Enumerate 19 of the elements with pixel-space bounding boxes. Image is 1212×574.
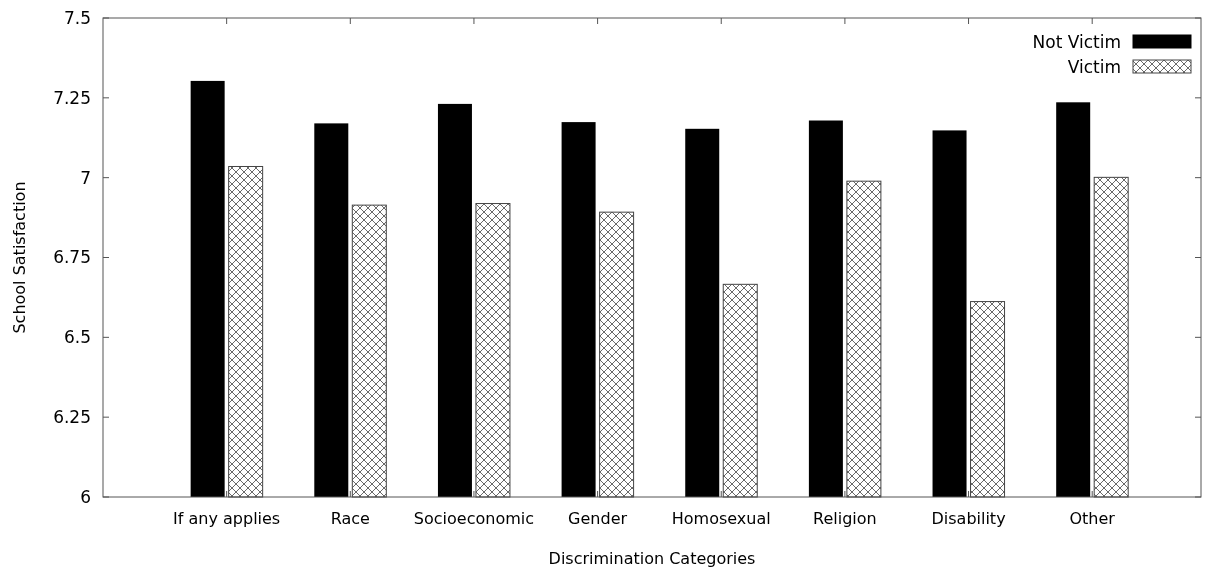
- legend-label: Not Victim: [1032, 31, 1121, 52]
- x-tick-label: Other: [1069, 509, 1116, 528]
- y-axis-title: School Satisfaction: [10, 181, 29, 334]
- x-tick-label: Socioeconomic: [413, 509, 535, 528]
- x-tick-label: Race: [330, 509, 370, 528]
- y-tick-label: 7.5: [63, 7, 91, 28]
- x-tick-label: Religion: [813, 509, 877, 528]
- x-tick-label: If any applies: [173, 509, 281, 528]
- y-tick-label: 6.75: [53, 247, 91, 268]
- y-tick-label: 7: [80, 167, 91, 188]
- y-tick-label: 6.25: [53, 407, 91, 428]
- y-tick-label: 6: [80, 486, 91, 507]
- x-tick-label: Gender: [568, 509, 628, 528]
- x-tick-label: Disability: [931, 509, 1006, 528]
- y-tick-label: 7.25: [53, 87, 91, 108]
- legend-label: Victim: [1067, 56, 1121, 77]
- y-tick-label: 6.5: [63, 327, 91, 348]
- x-axis-title: Discrimination Categories: [548, 549, 756, 568]
- x-tick-label: Homosexual: [671, 509, 771, 528]
